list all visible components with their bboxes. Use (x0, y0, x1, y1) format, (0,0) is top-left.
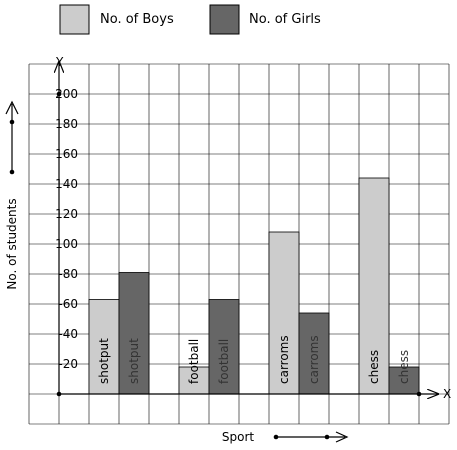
origin-dot (56, 391, 62, 397)
y-tick-labels: -20 -40 -60 -80 100 120 140 160 180 200 (55, 87, 78, 371)
legend-label-boys: No. of Boys (100, 12, 174, 27)
bar-label: shotput (127, 338, 141, 384)
y-tick-label: -40 (58, 327, 78, 341)
x-direction-arrow (273, 431, 349, 443)
y-axis-letter: Y (55, 55, 64, 69)
bar-chess-girls (388, 366, 420, 395)
y-axis-top-dot (56, 91, 62, 97)
y-tick-label: 120 (55, 207, 78, 221)
y-tick-label: 200 (55, 87, 78, 101)
y-axis-title: No. of students (5, 198, 19, 289)
x-axis-letter: X (443, 387, 451, 401)
bar-shotput-boys (88, 299, 120, 395)
bar-label: football (217, 339, 231, 384)
y-direction-arrow (5, 100, 19, 175)
y-tick-label: -80 (58, 267, 78, 281)
bar-label: chess (397, 350, 411, 384)
bar-label: carroms (277, 335, 291, 384)
bar-carroms-girls (298, 312, 330, 395)
bar-chess-boys (358, 177, 390, 395)
x-axis-title: Sport (222, 430, 255, 444)
y-tick-label: 140 (55, 177, 78, 191)
bar-label: football (187, 339, 201, 384)
y-tick-label: 180 (55, 117, 78, 131)
bar-label: chess (367, 350, 381, 384)
x-axis-end-dot (416, 391, 422, 397)
axes: Y X (55, 55, 451, 401)
y-tick-label: 160 (55, 147, 78, 161)
legend-swatch-boys (59, 4, 90, 35)
legend-label-girls: No. of Girls (249, 12, 321, 27)
legend: No. of Boys No. of Girls (59, 4, 321, 35)
legend-swatch-girls (209, 4, 240, 35)
y-tick-label: -20 (58, 357, 78, 371)
bar-carroms-boys (268, 231, 300, 395)
bars: shotput shotput football football carroms car… (88, 177, 420, 395)
y-tick-label: -60 (58, 297, 78, 311)
bar-label: carroms (307, 335, 321, 384)
bar-label: shotput (97, 338, 111, 384)
y-tick-label: 100 (55, 237, 78, 251)
